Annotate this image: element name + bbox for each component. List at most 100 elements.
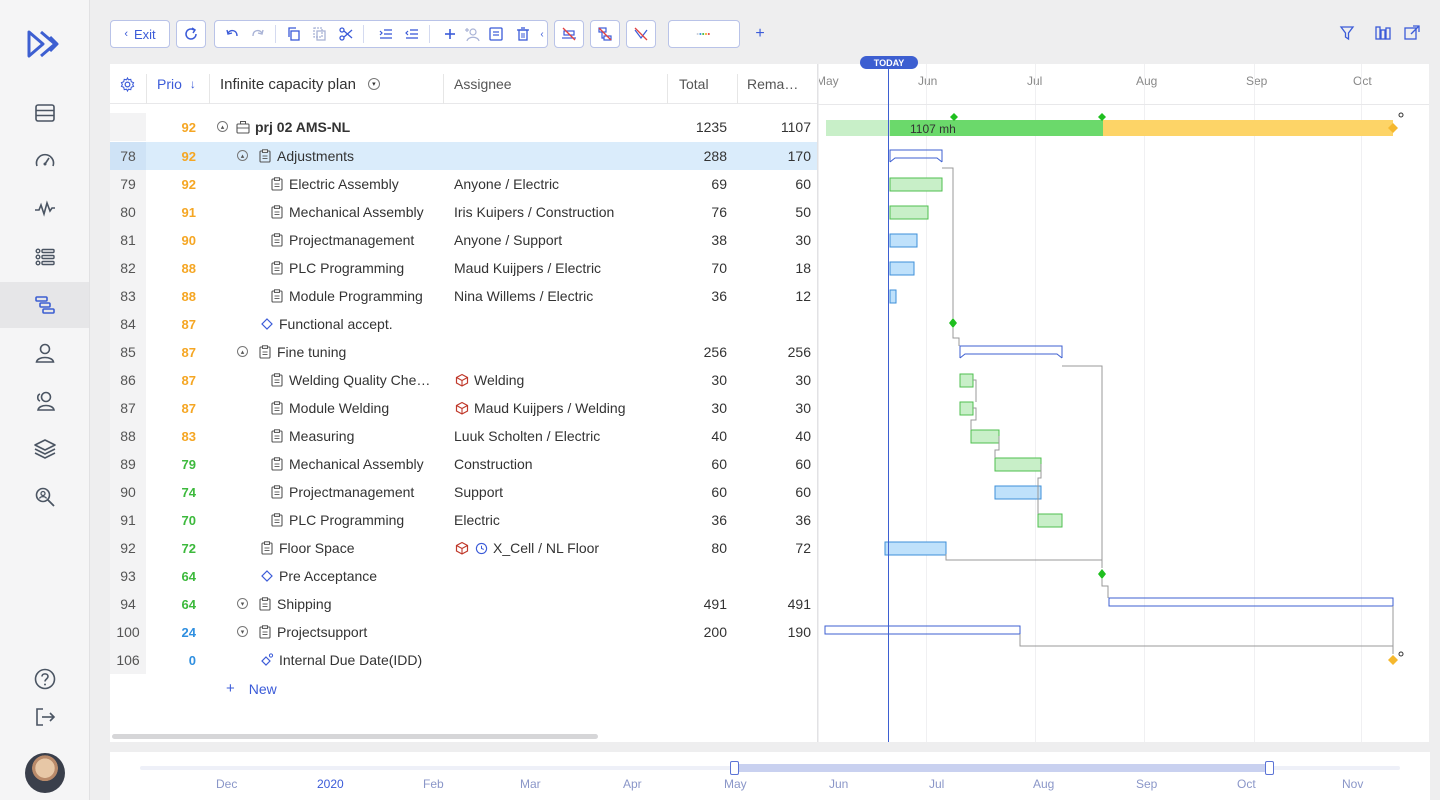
row-assignee[interactable]: Construction (454, 456, 533, 472)
team-icon[interactable] (0, 378, 89, 424)
add-person-icon[interactable] (459, 21, 485, 47)
prio-column-header[interactable]: Prio ↓ (157, 64, 196, 104)
nav-list-icon[interactable] (0, 90, 89, 136)
plan-column-header[interactable]: Infinite capacity plan ▾ (220, 64, 380, 104)
row-assignee[interactable]: Nina Willems / Electric (454, 288, 594, 304)
timeline-handle-start[interactable] (730, 761, 739, 775)
gantt-summary-progress[interactable] (890, 120, 1103, 136)
gantt-due-pin[interactable] (1398, 651, 1404, 657)
columns-icon[interactable] (1374, 24, 1392, 42)
gantt-dependency-link[interactable] (1101, 579, 1109, 598)
outdent-icon[interactable] (399, 21, 425, 47)
table-row[interactable]: 81 90 Projectmanagement Anyone / Support 38 3… (110, 226, 817, 254)
row-name[interactable]: Measuring (289, 428, 355, 444)
row-name[interactable]: PLC Programming (289, 512, 405, 528)
gantt-task-bar[interactable] (994, 457, 1042, 472)
gantt-task-bar[interactable] (970, 429, 1000, 444)
plan-dropdown-icon[interactable]: ▾ (367, 78, 380, 90)
gantt-group-bar[interactable] (889, 149, 943, 163)
color-scheme-selector[interactable] (668, 20, 740, 48)
gantt-task-bar[interactable] (889, 233, 918, 248)
gantt-dependency-link[interactable] (973, 379, 977, 402)
row-name[interactable]: Functional accept. (279, 316, 393, 332)
row-name[interactable]: Projectmanagement (289, 484, 415, 500)
collapse-toggle-icon[interactable]: ▴ (237, 150, 248, 161)
row-name[interactable]: Adjustments (277, 148, 355, 164)
row-name[interactable]: Floor Space (279, 540, 355, 556)
gantt-dependency-link[interactable] (970, 407, 977, 430)
task-list-icon[interactable] (0, 234, 89, 280)
row-assignee[interactable]: Welding (474, 372, 525, 388)
row-name[interactable]: Internal Due Date(IDD) (279, 652, 423, 668)
gantt-task-bar[interactable] (889, 205, 929, 220)
refresh-button[interactable] (176, 20, 206, 48)
table-row[interactable]: 87 87 Module Welding Maud Kuijpers / Weldin… (110, 394, 817, 422)
filter-icon[interactable] (1338, 24, 1356, 42)
table-row[interactable]: 93 64 Pre Acceptance (110, 562, 817, 590)
gantt-summary-label[interactable]: 1107 mh (910, 122, 956, 136)
toggle-dependencies-button[interactable] (590, 20, 620, 48)
copy-icon[interactable] (281, 21, 307, 47)
gantt-task-bar[interactable] (884, 541, 947, 556)
gantt-milestone[interactable] (1098, 569, 1106, 579)
gantt-group-bar[interactable] (959, 345, 1063, 359)
gantt-task-bar[interactable] (1037, 513, 1063, 528)
table-row[interactable]: 100 24 ▾ Projectsupport 200 190 (110, 618, 817, 646)
layers-icon[interactable] (0, 426, 89, 472)
gantt-dependency-link[interactable] (1037, 464, 1042, 514)
user-icon[interactable] (0, 330, 89, 376)
resource-search-icon[interactable] (0, 474, 89, 520)
row-name[interactable]: Module Programming (289, 288, 423, 304)
row-name[interactable]: Projectsupport (277, 624, 368, 640)
dashboard-gauge-icon[interactable] (0, 138, 89, 184)
help-icon[interactable] (0, 656, 89, 702)
toggle-critical-path-button[interactable] (554, 20, 584, 48)
table-row[interactable]: 91 70 PLC Programming Electric 36 36 (110, 506, 817, 534)
table-row[interactable]: 106 0 Internal Due Date(IDD) (110, 646, 817, 674)
gantt-task-bar[interactable] (889, 177, 943, 192)
table-row[interactable]: 92 72 Floor Space X_Cell / NL Floor 80 72 (110, 534, 817, 562)
more-left-icon[interactable]: ‹ (540, 28, 544, 40)
delete-icon[interactable] (510, 21, 536, 47)
gantt-task-bar[interactable] (959, 401, 974, 416)
indent-icon[interactable] (373, 21, 399, 47)
table-row[interactable]: 92 ▴ prj 02 AMS-NL 1235 1107 (110, 113, 817, 141)
gantt-milestone[interactable] (1098, 113, 1106, 121)
timeline-selection[interactable] (734, 764, 1270, 772)
row-name[interactable]: Welding Quality Che… (289, 372, 431, 388)
gantt-dependency-link[interactable] (1062, 365, 1103, 568)
table-row[interactable]: 88 83 Measuring Luuk Scholten / Electric 40 4… (110, 422, 817, 450)
external-link-icon[interactable] (1403, 24, 1421, 42)
timeline-handle-end[interactable] (1265, 761, 1274, 775)
add-task-icon[interactable] (437, 21, 463, 47)
gantt-dependency-link[interactable] (994, 436, 1000, 458)
row-assignee[interactable]: Maud Kuijpers / Electric (454, 260, 602, 276)
row-assignee[interactable]: Maud Kuijpers / Welding (474, 400, 626, 416)
gantt-dependency-link[interactable] (1019, 634, 1394, 654)
row-name[interactable]: Mechanical Assembly (289, 456, 424, 472)
gantt-milestone[interactable] (950, 113, 958, 121)
gantt-planning-icon[interactable] (0, 282, 89, 328)
row-assignee[interactable]: Anyone / Support (454, 232, 563, 248)
app-logo-icon[interactable] (26, 28, 64, 60)
redo-icon[interactable] (245, 21, 271, 47)
gantt-summary-remaining[interactable] (1103, 120, 1393, 136)
gantt-group-bar[interactable] (824, 625, 1021, 635)
total-column-header[interactable]: Total (679, 76, 709, 92)
row-name[interactable]: Projectmanagement (289, 232, 415, 248)
gantt-summary-done[interactable] (826, 120, 890, 136)
row-name[interactable]: Electric Assembly (289, 176, 399, 192)
exit-button[interactable]: ‹ Exit (110, 20, 170, 48)
gantt-due-pin[interactable] (1398, 112, 1404, 118)
expand-toggle-icon[interactable]: ▾ (237, 598, 248, 609)
row-assignee[interactable]: Iris Kuipers / Construction (454, 204, 615, 220)
collapse-toggle-icon[interactable]: ▴ (217, 121, 228, 132)
row-assignee[interactable]: Support (454, 484, 504, 500)
avatar[interactable] (25, 753, 65, 793)
row-name[interactable]: prj 02 AMS-NL (255, 119, 351, 135)
table-row[interactable]: 83 88 Module Programming Nina Willems / Ele… (110, 282, 817, 310)
details-icon[interactable] (483, 21, 509, 47)
gantt-dependency-link[interactable] (942, 167, 954, 318)
gantt-group-bar[interactable] (1108, 597, 1394, 607)
table-row[interactable]: 90 74 Projectmanagement Support 60 60 (110, 478, 817, 506)
